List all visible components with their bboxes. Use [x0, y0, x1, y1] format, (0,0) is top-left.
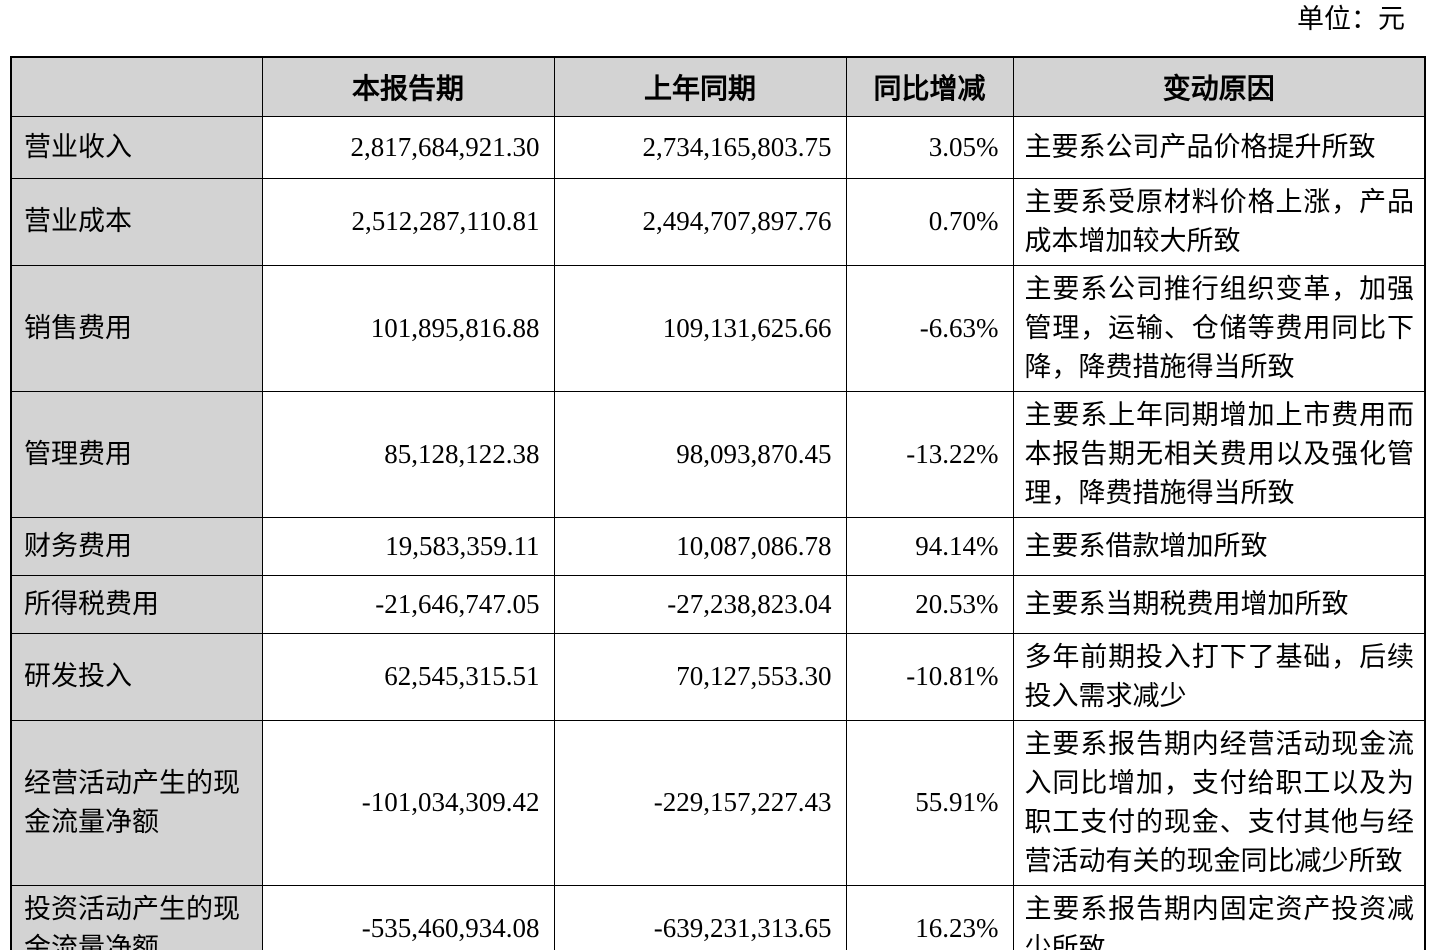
- row-label: 营业收入: [10, 115, 263, 179]
- current-period-value: 19,583,359.11: [261, 516, 555, 576]
- prior-period-value: -639,231,313.65: [553, 884, 847, 950]
- current-period-value: 62,545,315.51: [261, 632, 555, 721]
- prior-period-value: -27,238,823.04: [553, 574, 847, 634]
- current-period-value: 85,128,122.38: [261, 390, 555, 518]
- column-header-current-period: 本报告期: [261, 56, 555, 117]
- table-row: 销售费用 101,895,816.88 109,131,625.66 -6.63…: [10, 264, 1426, 392]
- change-reason: 主要系公司产品价格提升所致: [1012, 115, 1426, 179]
- yoy-change-value: -13.22%: [845, 390, 1014, 518]
- prior-period-value: 70,127,553.30: [553, 632, 847, 721]
- yoy-change-value: -6.63%: [845, 264, 1014, 392]
- table-row: 投资活动产生的现金流量净额 -535,460,934.08 -639,231,3…: [10, 884, 1426, 950]
- financial-comparison-table: 本报告期 上年同期 同比增减 变动原因 营业收入 2,817,684,921.3…: [10, 56, 1426, 950]
- table-row: 营业成本 2,512,287,110.81 2,494,707,897.76 0…: [10, 177, 1426, 266]
- current-period-value: 101,895,816.88: [261, 264, 555, 392]
- table-row: 所得税费用 -21,646,747.05 -27,238,823.04 20.5…: [10, 574, 1426, 634]
- table-header-row: 本报告期 上年同期 同比增减 变动原因: [10, 56, 1426, 117]
- change-reason: 主要系受原材料价格上涨，产品成本增加较大所致: [1012, 177, 1426, 266]
- current-period-value: -535,460,934.08: [261, 884, 555, 950]
- yoy-change-value: 55.91%: [845, 719, 1014, 886]
- row-label: 所得税费用: [10, 574, 263, 634]
- yoy-change-value: -10.81%: [845, 632, 1014, 721]
- change-reason: 主要系报告期内固定资产投资减少所致: [1012, 884, 1426, 950]
- row-label: 营业成本: [10, 177, 263, 266]
- row-label: 销售费用: [10, 264, 263, 392]
- row-label: 管理费用: [10, 390, 263, 518]
- current-period-value: 2,817,684,921.30: [261, 115, 555, 179]
- prior-period-value: 2,734,165,803.75: [553, 115, 847, 179]
- row-label: 研发投入: [10, 632, 263, 721]
- change-reason: 主要系公司推行组织变革，加强管理，运输、仓储等费用同比下降，降费措施得当所致: [1012, 264, 1426, 392]
- column-header-yoy-change: 同比增减: [845, 56, 1014, 117]
- table-row: 财务费用 19,583,359.11 10,087,086.78 94.14% …: [10, 516, 1426, 576]
- yoy-change-value: 20.53%: [845, 574, 1014, 634]
- prior-period-value: -229,157,227.43: [553, 719, 847, 886]
- column-header-change-reason: 变动原因: [1012, 56, 1426, 117]
- yoy-change-value: 16.23%: [845, 884, 1014, 950]
- prior-period-value: 2,494,707,897.76: [553, 177, 847, 266]
- yoy-change-value: 3.05%: [845, 115, 1014, 179]
- change-reason: 主要系当期税费用增加所致: [1012, 574, 1426, 634]
- table-row: 管理费用 85,128,122.38 98,093,870.45 -13.22%…: [10, 390, 1426, 518]
- prior-period-value: 10,087,086.78: [553, 516, 847, 576]
- row-label: 投资活动产生的现金流量净额: [10, 884, 263, 950]
- current-period-value: -21,646,747.05: [261, 574, 555, 634]
- column-header-blank: [10, 56, 263, 117]
- row-label: 财务费用: [10, 516, 263, 576]
- row-label: 经营活动产生的现金流量净额: [10, 719, 263, 886]
- unit-label: 单位：元: [1297, 4, 1405, 34]
- table-row: 营业收入 2,817,684,921.30 2,734,165,803.75 3…: [10, 115, 1426, 179]
- current-period-value: -101,034,309.42: [261, 719, 555, 886]
- change-reason: 主要系上年同期增加上市费用而本报告期无相关费用以及强化管理，降费措施得当所致: [1012, 390, 1426, 518]
- prior-period-value: 98,093,870.45: [553, 390, 847, 518]
- yoy-change-value: 0.70%: [845, 177, 1014, 266]
- yoy-change-value: 94.14%: [845, 516, 1014, 576]
- change-reason: 主要系报告期内经营活动现金流入同比增加，支付给职工以及为职工支付的现金、支付其他…: [1012, 719, 1426, 886]
- change-reason: 多年前期投入打下了基础，后续投入需求减少: [1012, 632, 1426, 721]
- column-header-prior-period: 上年同期: [553, 56, 847, 117]
- table-row: 经营活动产生的现金流量净额 -101,034,309.42 -229,157,2…: [10, 719, 1426, 886]
- prior-period-value: 109,131,625.66: [553, 264, 847, 392]
- current-period-value: 2,512,287,110.81: [261, 177, 555, 266]
- change-reason: 主要系借款增加所致: [1012, 516, 1426, 576]
- table-row: 研发投入 62,545,315.51 70,127,553.30 -10.81%…: [10, 632, 1426, 721]
